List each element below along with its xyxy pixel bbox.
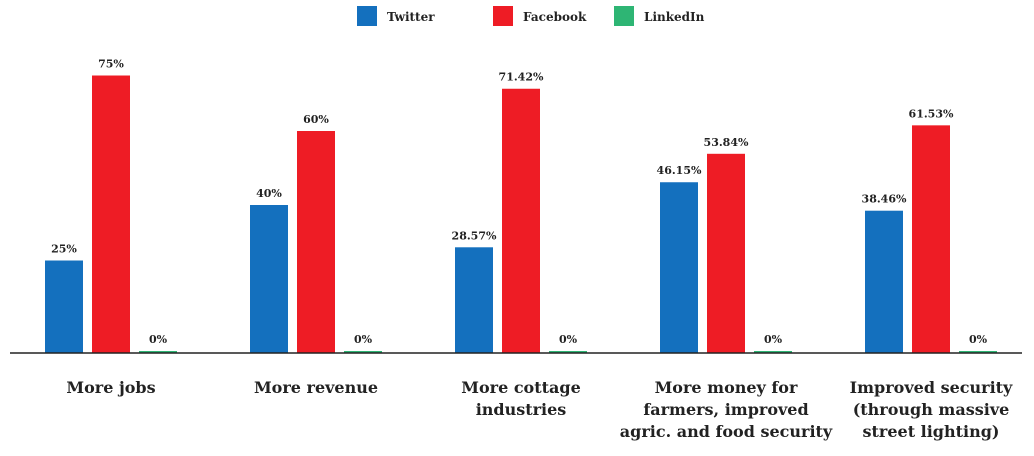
bar-facebook-4 (912, 125, 950, 353)
category-label-2-line-1: industries (476, 400, 567, 419)
category-label-3-line-2: agric. and food security (620, 422, 833, 441)
bar-facebook-1 (297, 131, 335, 353)
category-label-4-line-1: (through massive (853, 400, 1010, 419)
value-label-linkedin-1: 0% (354, 333, 373, 346)
category-labels: More jobs More revenue More cottage industr… (66, 378, 1013, 441)
value-label-linkedin-2: 0% (559, 333, 578, 346)
value-label-twitter-0: 25% (51, 243, 77, 256)
bar-twitter-2 (455, 247, 493, 353)
category-label-2-line-0: More cottage (461, 378, 581, 397)
value-label-twitter-4: 38.46% (862, 193, 907, 206)
category-label-4-line-2: street lighting) (863, 422, 1000, 441)
legend-swatch-facebook (493, 6, 513, 26)
legend: Twitter Facebook LinkedIn (357, 6, 705, 26)
legend-swatch-linkedin (614, 6, 634, 26)
value-label-linkedin-0: 0% (149, 333, 168, 346)
value-label-facebook-0: 75% (98, 58, 124, 71)
value-label-facebook-4: 61.53% (909, 107, 954, 120)
value-label-twitter-2: 28.57% (452, 229, 497, 242)
category-label-1-line-0: More revenue (254, 378, 378, 397)
value-label-facebook-3: 53.84% (704, 136, 749, 149)
bar-twitter-4 (865, 211, 903, 353)
bar-facebook-2 (502, 89, 540, 353)
legend-swatch-twitter (357, 6, 377, 26)
bar-facebook-0 (92, 76, 130, 354)
bar-twitter-1 (250, 205, 288, 353)
bar-twitter-3 (660, 182, 698, 353)
bars-area: 25% 40% 28.57% 46.15% 38.46% 75% 60% 71.42% 53.8… (45, 58, 997, 354)
value-label-twitter-3: 46.15% (657, 164, 702, 177)
value-label-linkedin-4: 0% (969, 333, 988, 346)
category-label-3-line-1: farmers, improved (643, 400, 808, 419)
bar-twitter-0 (45, 261, 83, 354)
value-label-facebook-2: 71.42% (499, 71, 544, 84)
legend-label-linkedin: LinkedIn (644, 10, 705, 24)
value-label-twitter-1: 40% (256, 187, 282, 200)
legend-label-twitter: Twitter (387, 10, 435, 24)
category-label-4-line-0: Improved security (850, 378, 1013, 397)
category-label-0-line-0: More jobs (66, 378, 155, 397)
value-label-linkedin-3: 0% (764, 333, 783, 346)
value-label-facebook-1: 60% (303, 113, 329, 126)
legend-label-facebook: Facebook (523, 10, 587, 24)
bar-facebook-3 (707, 154, 745, 353)
category-label-3-line-0: More money for (655, 378, 798, 397)
